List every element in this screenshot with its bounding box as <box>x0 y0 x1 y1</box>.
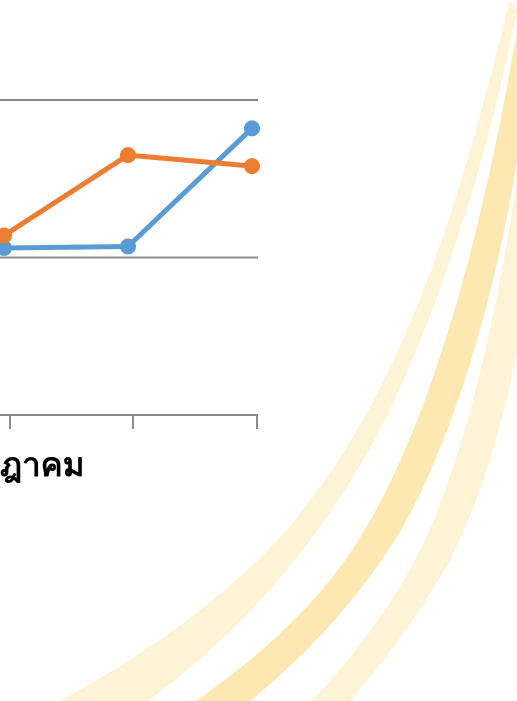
series-line <box>0 152 255 238</box>
swoosh-stripe <box>312 180 517 701</box>
data-point <box>120 238 136 255</box>
series-line <box>0 125 255 251</box>
data-point <box>0 240 12 257</box>
data-point <box>120 147 136 164</box>
swoosh-stripe <box>60 0 517 701</box>
x-axis-label: ฎาคม <box>0 445 85 484</box>
x-axis <box>0 414 258 429</box>
data-point <box>0 227 12 244</box>
decorative-swoosh <box>60 0 517 701</box>
gridlines <box>0 99 258 259</box>
series-lines <box>0 120 260 257</box>
swoosh-stripe <box>196 30 517 701</box>
data-point <box>244 120 260 137</box>
data-point <box>244 158 260 175</box>
